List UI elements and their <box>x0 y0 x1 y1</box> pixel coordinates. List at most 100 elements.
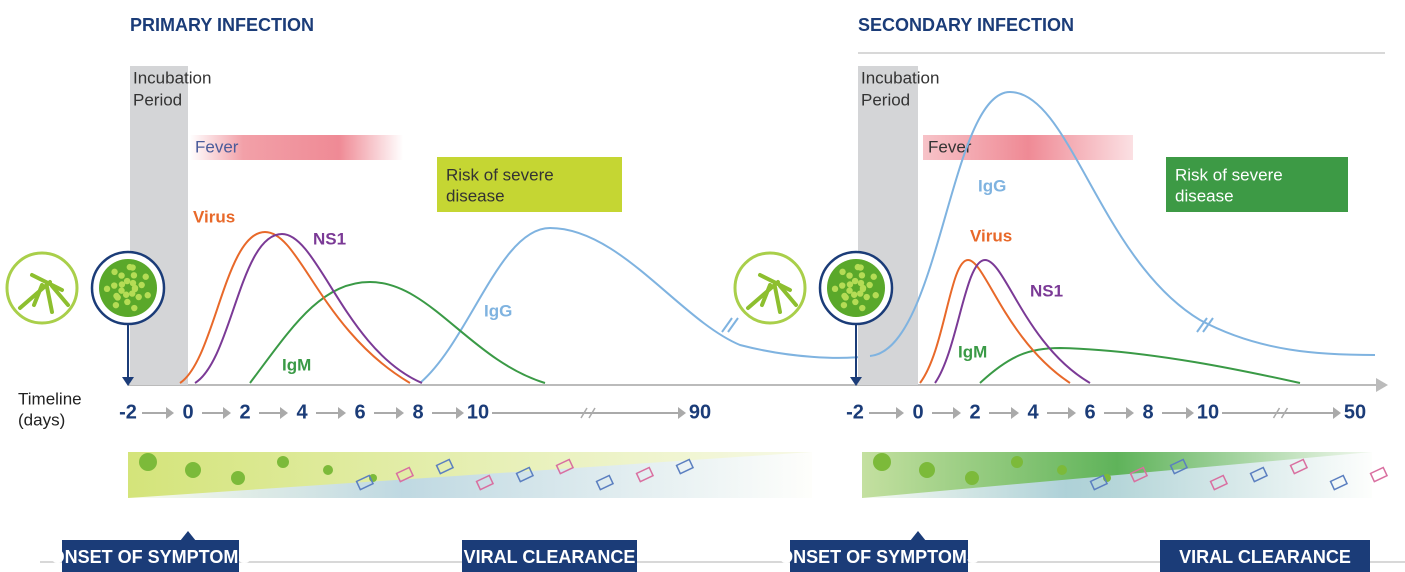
incubation-period <box>130 66 188 385</box>
footer-tag-label: ONSET OF SYMPTOMS <box>779 547 979 567</box>
curve-igm <box>980 348 1300 383</box>
risk-label: disease <box>446 186 505 205</box>
timeline-tick: 90 <box>689 401 711 423</box>
virus-spot <box>143 274 149 280</box>
footer-tag-label: VIRAL CLEARANCE <box>1179 547 1351 567</box>
curve-label: Virus <box>970 226 1012 245</box>
virus-spot <box>841 302 847 308</box>
virus-spot <box>135 294 141 300</box>
timeline-arrowhead <box>1126 407 1134 419</box>
footer-tag-label: VIRAL CLEARANCE <box>464 547 636 567</box>
curve-label: NS1 <box>1030 281 1063 300</box>
timeline-tick: 6 <box>1084 401 1095 423</box>
virus-spot <box>839 282 845 288</box>
virus-spot <box>866 282 872 288</box>
incubation-label: Incubation <box>133 68 211 87</box>
virus-spot <box>839 269 845 275</box>
virus-spot <box>857 264 863 270</box>
timeline-arrowhead <box>223 407 231 419</box>
curve-label: Virus <box>193 207 235 226</box>
timeline-tick: 2 <box>239 401 250 423</box>
timeline-label: Timeline <box>18 389 82 408</box>
timeline-arrowhead <box>896 407 904 419</box>
virus-particle <box>323 465 333 475</box>
incubation-label: Incubation <box>861 68 939 87</box>
virus-spot <box>871 274 877 280</box>
timeline-tick: 2 <box>969 401 980 423</box>
incubation-label: Period <box>133 90 182 109</box>
virus-spot <box>860 286 866 292</box>
virus-spot <box>145 292 151 298</box>
incubation-label: Period <box>861 90 910 109</box>
timeline-tick: 0 <box>182 401 193 423</box>
timeline-tick: 10 <box>467 401 489 423</box>
timeline-tick: -2 <box>119 401 137 423</box>
timeline-arrowhead <box>1186 407 1194 419</box>
curve-label: NS1 <box>313 229 346 248</box>
timeline-tick: 8 <box>1142 401 1153 423</box>
curve-label: IgM <box>958 342 987 361</box>
virus-spot <box>138 282 144 288</box>
timeline-arrowhead <box>456 407 464 419</box>
virus-spot <box>131 305 137 311</box>
fever-label: Fever <box>195 137 239 156</box>
curve-label: IgG <box>978 176 1006 195</box>
timeline-tick: 4 <box>1027 401 1039 423</box>
curve-label: IgG <box>484 301 512 320</box>
virus-spot <box>859 272 865 278</box>
virus-spot <box>130 280 136 286</box>
timeline-arrowhead <box>1376 378 1388 392</box>
virus-spot <box>873 292 879 298</box>
timeline-tick: 0 <box>912 401 923 423</box>
virus-spot <box>832 286 838 292</box>
timeline-tick: 6 <box>354 401 365 423</box>
virus-particle <box>231 471 245 485</box>
timeline-arrowhead <box>1011 407 1019 419</box>
virus-spot <box>131 272 137 278</box>
break-mark <box>722 318 738 332</box>
mosquito-icon <box>735 253 805 323</box>
virus-spot <box>124 278 130 284</box>
virus-spot <box>113 302 119 308</box>
virus-particle <box>873 453 891 471</box>
footer-tag-pointer <box>180 531 196 541</box>
virus-spot <box>852 278 858 284</box>
incubation-period <box>858 66 918 385</box>
virus-spot <box>113 293 119 299</box>
virus-icon <box>92 252 164 324</box>
virus-particle <box>1057 465 1067 475</box>
virus-particle <box>185 462 201 478</box>
virus-spot <box>124 299 130 305</box>
risk-label: disease <box>1175 186 1234 205</box>
timeline-tick: -2 <box>846 401 864 423</box>
timeline-tick: 4 <box>296 401 308 423</box>
virus-spot <box>132 286 138 292</box>
diagram: Timeline(days)PRIMARY INFECTIONIncubatio… <box>0 0 1405 572</box>
timeline-tick: 8 <box>412 401 423 423</box>
mosquito-icon <box>7 253 77 323</box>
footer-tag-label: ONSET OF SYMPTOMS <box>51 547 251 567</box>
virus-spot <box>104 286 110 292</box>
virus-spot <box>846 272 852 278</box>
virus-spot <box>129 264 135 270</box>
virus-spot <box>859 305 865 311</box>
timeline-arrowhead <box>678 407 686 419</box>
virus-particle <box>277 456 289 468</box>
risk-label: Risk of severe <box>1175 165 1283 184</box>
timeline-arrowhead <box>1068 407 1076 419</box>
risk-label: Risk of severe <box>446 165 554 184</box>
curve-label: IgM <box>282 355 311 374</box>
virus-icon <box>820 252 892 324</box>
virus-spot <box>111 269 117 275</box>
virus-particle <box>139 453 157 471</box>
panel-title: SECONDARY INFECTION <box>858 15 1074 35</box>
curve-virus <box>920 260 1070 383</box>
timeline-arrowhead <box>396 407 404 419</box>
timeline-arrowhead <box>166 407 174 419</box>
curve-ns1 <box>935 260 1090 383</box>
virus-spot <box>852 299 858 305</box>
virus-spot <box>118 287 124 293</box>
timeline-tick: 10 <box>1197 401 1219 423</box>
panel-title: PRIMARY INFECTION <box>130 15 314 35</box>
timeline-arrowhead <box>953 407 961 419</box>
